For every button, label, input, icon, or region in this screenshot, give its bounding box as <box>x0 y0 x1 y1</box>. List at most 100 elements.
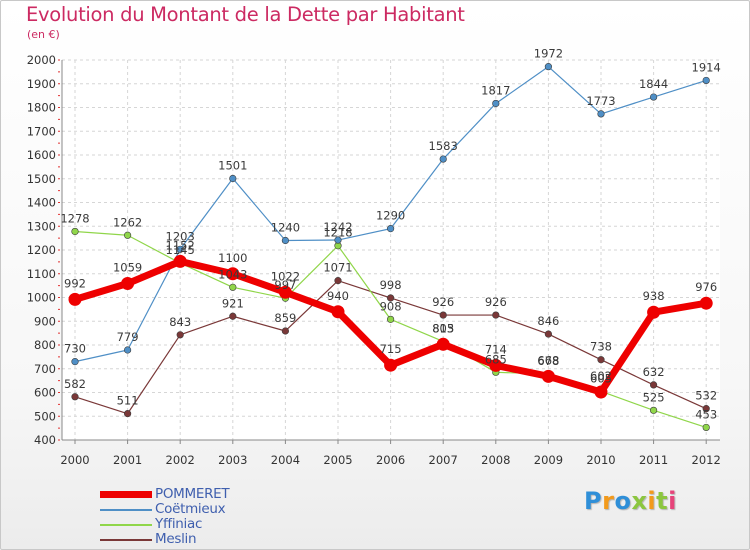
data-point-meslin <box>229 312 237 320</box>
data-point-meslin <box>281 327 290 335</box>
data-label-yffiniac: 1043 <box>218 267 247 281</box>
data-label-meslin: 926 <box>432 295 454 309</box>
data-point-coetmieux <box>649 93 658 101</box>
y-tick-label: 700 <box>34 362 56 376</box>
logo-letter: i <box>668 487 677 515</box>
data-point-pommeret <box>384 358 398 372</box>
x-tick-label: 2005 <box>323 453 352 467</box>
data-label-meslin: 859 <box>274 311 296 325</box>
data-label-pommeret: 938 <box>643 289 665 303</box>
x-tick-label: 2009 <box>534 453 563 467</box>
data-point-yffiniac <box>123 231 132 239</box>
data-point-yffiniac <box>387 315 395 323</box>
data-point-yffiniac <box>702 423 710 432</box>
data-point-coetmieux <box>439 155 447 163</box>
data-point-pommeret <box>594 385 608 399</box>
legend-swatch-coetmieux <box>100 508 152 511</box>
data-label-coetmieux: 1914 <box>692 60 721 74</box>
y-tick-label: 1500 <box>27 172 56 186</box>
data-point-coetmieux <box>123 346 132 354</box>
axis-layer: 400 500 600 700 800 900 1000 1100 1200 1300 1400 15… <box>27 53 721 467</box>
logo-letter: t <box>656 487 669 515</box>
data-label-coetmieux: 1817 <box>481 83 510 97</box>
data-label-meslin: 846 <box>537 314 559 328</box>
data-label-yffiniac: 685 <box>485 352 507 366</box>
x-tick-label: 2007 <box>429 453 458 467</box>
data-label-yffiniac: 678 <box>537 354 559 368</box>
data-label-meslin: 926 <box>485 295 507 309</box>
data-point-coetmieux <box>597 110 605 118</box>
y-tick-label: 800 <box>34 338 56 352</box>
data-label-yffiniac: 525 <box>643 390 665 404</box>
data-point-meslin <box>597 356 605 364</box>
x-tick-label: 2003 <box>218 453 247 467</box>
data-label-meslin: 532 <box>695 389 717 403</box>
data-point-meslin <box>387 294 395 302</box>
chart-subtitle: (en €) <box>27 28 60 41</box>
data-label-pommeret: 668 <box>537 353 559 367</box>
data-label-pommeret: 1059 <box>113 260 142 274</box>
data-point-pommeret <box>173 254 187 268</box>
x-tick-label: 2004 <box>271 453 300 467</box>
data-point-coetmieux <box>71 358 79 366</box>
data-label-meslin: 632 <box>643 365 665 379</box>
y-tick-label: 2000 <box>27 53 56 67</box>
data-label-pommeret: 1100 <box>218 251 247 265</box>
proxiti-logo: Proxiti <box>584 487 677 515</box>
grid-layer <box>62 59 720 441</box>
data-label-meslin: 1071 <box>323 261 352 275</box>
logo-letter: r <box>602 487 615 515</box>
data-point-meslin <box>334 277 342 285</box>
data-point-meslin <box>702 405 710 413</box>
chart-title: Evolution du Montant de la Dette par Hab… <box>26 3 465 26</box>
x-tick-label: 2002 <box>166 453 195 467</box>
data-label-coetmieux: 730 <box>64 342 86 356</box>
data-point-yffiniac <box>649 406 658 414</box>
data-point-meslin <box>71 393 79 401</box>
data-label-coetmieux: 1203 <box>166 229 195 243</box>
data-point-meslin <box>649 381 658 389</box>
y-tick-label: 1000 <box>27 291 56 305</box>
data-label-yffiniac: 1145 <box>166 243 195 257</box>
series-layer <box>68 63 713 432</box>
data-point-coetmieux <box>387 225 395 233</box>
x-tick-label: 2012 <box>692 453 721 467</box>
data-label-meslin: 738 <box>590 340 612 354</box>
data-label-coetmieux: 779 <box>117 330 139 344</box>
data-point-coetmieux <box>281 236 290 245</box>
data-point-meslin <box>123 410 132 418</box>
data-label-coetmieux: 1501 <box>218 159 247 173</box>
data-label-meslin: 843 <box>169 315 191 329</box>
data-point-coetmieux <box>334 236 342 244</box>
logo-letter: o <box>614 487 632 515</box>
y-tick-label: 1800 <box>27 101 56 115</box>
data-label-yffiniac: 1278 <box>60 211 89 225</box>
data-label-coetmieux: 1583 <box>429 139 458 153</box>
data-label-coetmieux: 1844 <box>639 77 668 91</box>
data-label-yffiniac: 1218 <box>323 226 352 240</box>
data-label-coetmieux: 1240 <box>271 221 300 235</box>
data-point-pommeret <box>541 369 555 383</box>
data-label-yffiniac: 997 <box>274 278 296 292</box>
x-tick-label: 2011 <box>639 453 668 467</box>
y-tick-label: 1700 <box>27 124 56 138</box>
legend-swatch-pommeret <box>100 491 152 498</box>
y-tick-label: 1300 <box>27 219 56 233</box>
data-point-pommeret <box>278 285 292 299</box>
data-label-yffiniac: 605 <box>590 371 612 385</box>
data-point-pommeret <box>68 292 82 306</box>
data-point-coetmieux <box>229 174 237 183</box>
y-tick-label: 1100 <box>27 267 56 281</box>
data-point-coetmieux <box>176 245 184 253</box>
x-tick-label: 2000 <box>60 453 89 467</box>
data-label-meslin: 582 <box>64 377 86 391</box>
x-tick-label: 2010 <box>586 453 615 467</box>
logo-letter: x <box>631 487 648 515</box>
data-label-pommeret: 1022 <box>271 269 300 283</box>
y-tick-label: 1900 <box>27 77 56 91</box>
data-point-pommeret <box>699 296 713 310</box>
legend-label-yffiniac: Yffiniac <box>155 516 203 532</box>
data-point-pommeret <box>121 276 135 290</box>
data-label-pommeret: 602 <box>590 369 612 383</box>
